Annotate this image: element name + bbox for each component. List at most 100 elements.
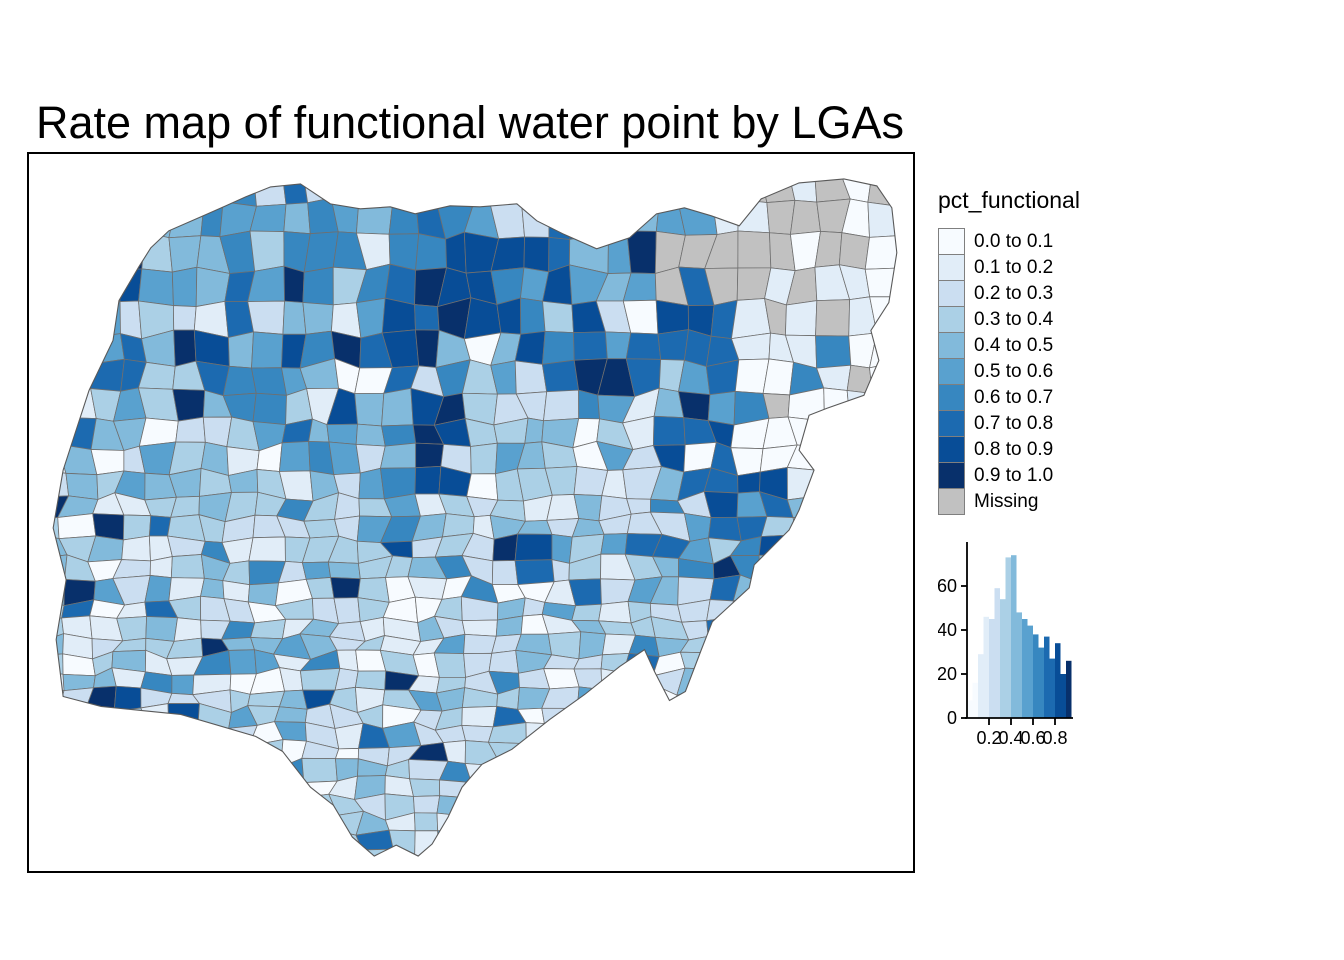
hist-bar [1049,658,1055,718]
lga-cell [435,849,470,857]
lga-cell [68,364,92,393]
lga-cell [303,829,332,857]
lga-cell [599,739,632,766]
lga-cell [141,231,173,273]
lga-cell [61,234,98,269]
lga-cell [299,667,341,691]
lga-cell [138,848,169,857]
lga-cell [358,178,394,205]
lga-cell [819,601,848,619]
lga-cell [58,687,95,712]
lga-cell [53,234,70,269]
lga-cell [552,829,580,857]
lga-cell [838,671,868,693]
lga-cell [53,330,70,368]
lga-cell [705,830,738,850]
lga-cell [759,793,796,819]
lga-cell [784,652,816,674]
lga-cell [167,762,206,782]
lga-cell [733,614,772,638]
lga-cell [86,200,119,240]
lga-cell [734,762,765,781]
lga-cell [200,577,225,600]
lga-cell [840,685,876,714]
lga-cell [677,793,718,819]
lga-cell [514,533,553,561]
lga-cell [596,811,635,839]
lga-cell [543,668,580,690]
lga-cell [848,632,871,660]
lga-cell [121,811,152,836]
legend-rows: 0.0 to 0.1 0.1 to 0.2 0.2 to 0.3 0.3 to 0.4… [938,228,1080,515]
lga-cell [627,739,662,767]
lga-cell [227,331,254,369]
lga-cell [146,762,176,780]
lga-cell [168,777,206,801]
lga-cell [600,533,628,555]
lga-cell [168,235,202,273]
lga-cell [145,178,178,206]
legend-label: 0.4 to 0.5 [974,334,1054,356]
lga-cell [864,775,897,804]
lga-cell [543,723,582,743]
lga-cell [790,687,822,714]
lga-cell [739,793,763,815]
figure-title: Rate map of functional water point by LG… [36,97,904,148]
lga-cell [514,559,555,586]
hist-bar [1016,612,1022,718]
lga-cell [841,448,869,475]
lga-cell [573,331,608,361]
lga-cell [869,296,897,335]
lga-cell [303,814,339,831]
lga-cell [600,668,633,690]
hist-bar [1038,647,1044,718]
lga-cell [578,855,604,857]
hist-bar [994,588,1000,718]
lga-cell [600,798,635,820]
lga-cell [53,685,65,713]
lga-cell [838,232,870,270]
lga-cell [225,782,249,801]
lga-cell [59,813,93,838]
lga-cell [866,420,897,451]
lga-cell [814,632,853,660]
lga-cell [679,651,713,670]
lga-cell [415,233,447,271]
lga-cell [389,178,417,202]
lga-cell [789,831,823,853]
lga-cell [758,554,798,583]
lga-cell [494,757,518,781]
lga-cell [112,725,149,748]
lga-cell [328,441,361,476]
lga-cell [632,810,663,836]
lga-cell [414,830,440,857]
legend-item: 0.0 to 0.1 [938,228,1080,255]
lga-cell [496,297,522,335]
lga-cell [761,743,799,764]
lga-cell [737,471,761,494]
lga-cell [86,798,123,822]
lga-cell [737,631,772,655]
lga-cell [115,775,148,800]
lga-cell [785,300,818,337]
lga-cell [682,829,708,852]
hist-x-tick-label: 0.8 [1042,728,1067,748]
lga-cell [490,799,525,819]
lga-cell [824,470,843,500]
lga-cell [117,178,147,206]
lga-cell [573,762,609,782]
lga-cell [707,635,739,655]
lga-cell [784,668,822,689]
lga-cell [756,704,792,730]
lga-cell [276,828,314,852]
lga-cell [864,758,897,782]
lga-cell [388,199,420,235]
lga-cell [436,812,475,832]
lga-cell [461,705,498,728]
lga-cell [655,178,689,203]
lga-cell [732,830,771,856]
lga-cell [622,672,661,690]
lga-cell [601,688,633,712]
lga-cell [599,764,630,782]
lga-cell [145,814,173,838]
